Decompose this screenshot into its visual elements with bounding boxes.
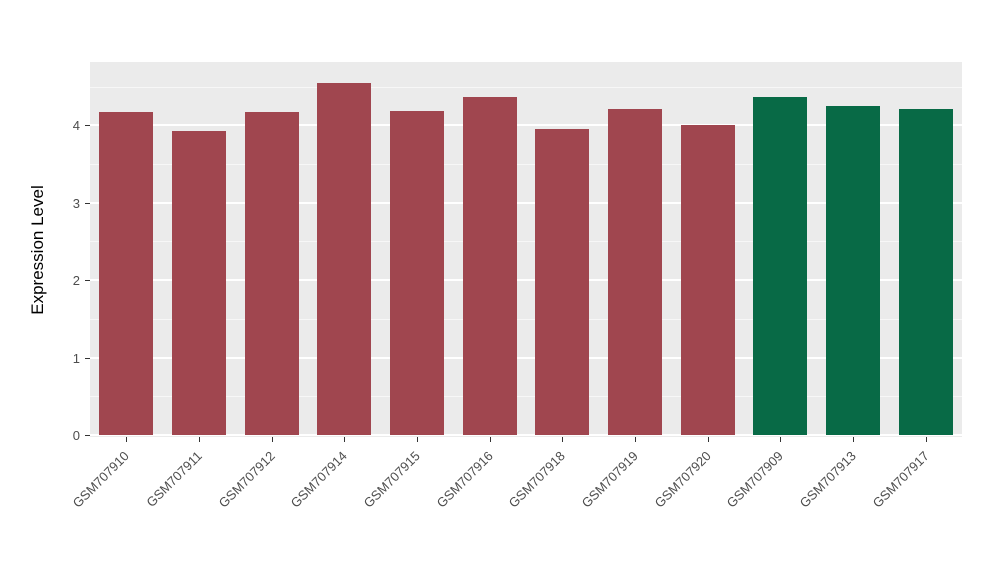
bar [826,105,880,435]
gridline-major [90,356,962,359]
x-tick-label: GSM707916 [433,448,496,511]
bar [244,112,299,435]
x-tick-label: GSM707914 [288,448,351,511]
bar [390,110,444,435]
x-tick-label: GSM707917 [869,448,932,511]
gridline-minor [90,164,962,166]
x-tick-mark [417,437,418,442]
x-tick-mark [562,437,564,442]
gridline-major [90,279,962,282]
bar [317,82,372,435]
x-tick-label: GSM707911 [143,448,205,510]
x-tick-label: GSM707912 [215,448,278,511]
gridline-minor [90,318,962,320]
bar [99,112,154,435]
y-tick-mark [85,435,90,436]
y-tick-label: 0 [72,428,80,443]
x-tick-label: GSM707915 [360,448,423,511]
gridline-major [90,201,962,204]
bar [608,109,662,435]
x-tick-mark [635,437,636,442]
y-tick-mark [85,280,90,282]
bar [753,97,808,435]
y-tick-label: 4 [72,118,80,134]
bar [462,97,517,435]
y-tick-mark [85,202,90,204]
gridline-minor [90,86,962,88]
y-tick-label: 2 [72,273,80,289]
x-tick-mark [925,437,927,442]
x-tick-mark [707,437,709,442]
x-tick-mark [344,437,346,442]
x-tick-mark [780,437,782,442]
plot-panel [90,62,962,437]
bar [898,109,953,435]
gridline-major [90,434,962,436]
x-tick-label: GSM707920 [651,448,714,511]
y-tick-label: 3 [72,195,80,211]
y-tick-mark [85,357,90,359]
x-tick-mark [126,437,128,442]
bar [535,129,590,435]
y-tick-mark [85,125,90,127]
x-tick-mark [853,437,854,442]
x-tick-mark [271,437,273,442]
x-tick-label: GSM707910 [70,448,133,511]
bar [680,124,735,435]
x-tick-label: GSM707919 [578,448,641,511]
bar [172,130,226,435]
gridline-major [90,124,962,127]
y-tick-label: 1 [72,350,80,366]
gridline-minor [90,241,962,243]
x-tick-label: GSM707918 [506,448,569,511]
x-tick-mark [199,437,200,442]
y-axis-title: Expression Level [28,184,47,315]
x-tick-mark [489,437,491,442]
x-tick-label: GSM707913 [796,448,859,511]
x-tick-label: GSM707909 [724,448,787,511]
gridline-minor [90,396,962,398]
